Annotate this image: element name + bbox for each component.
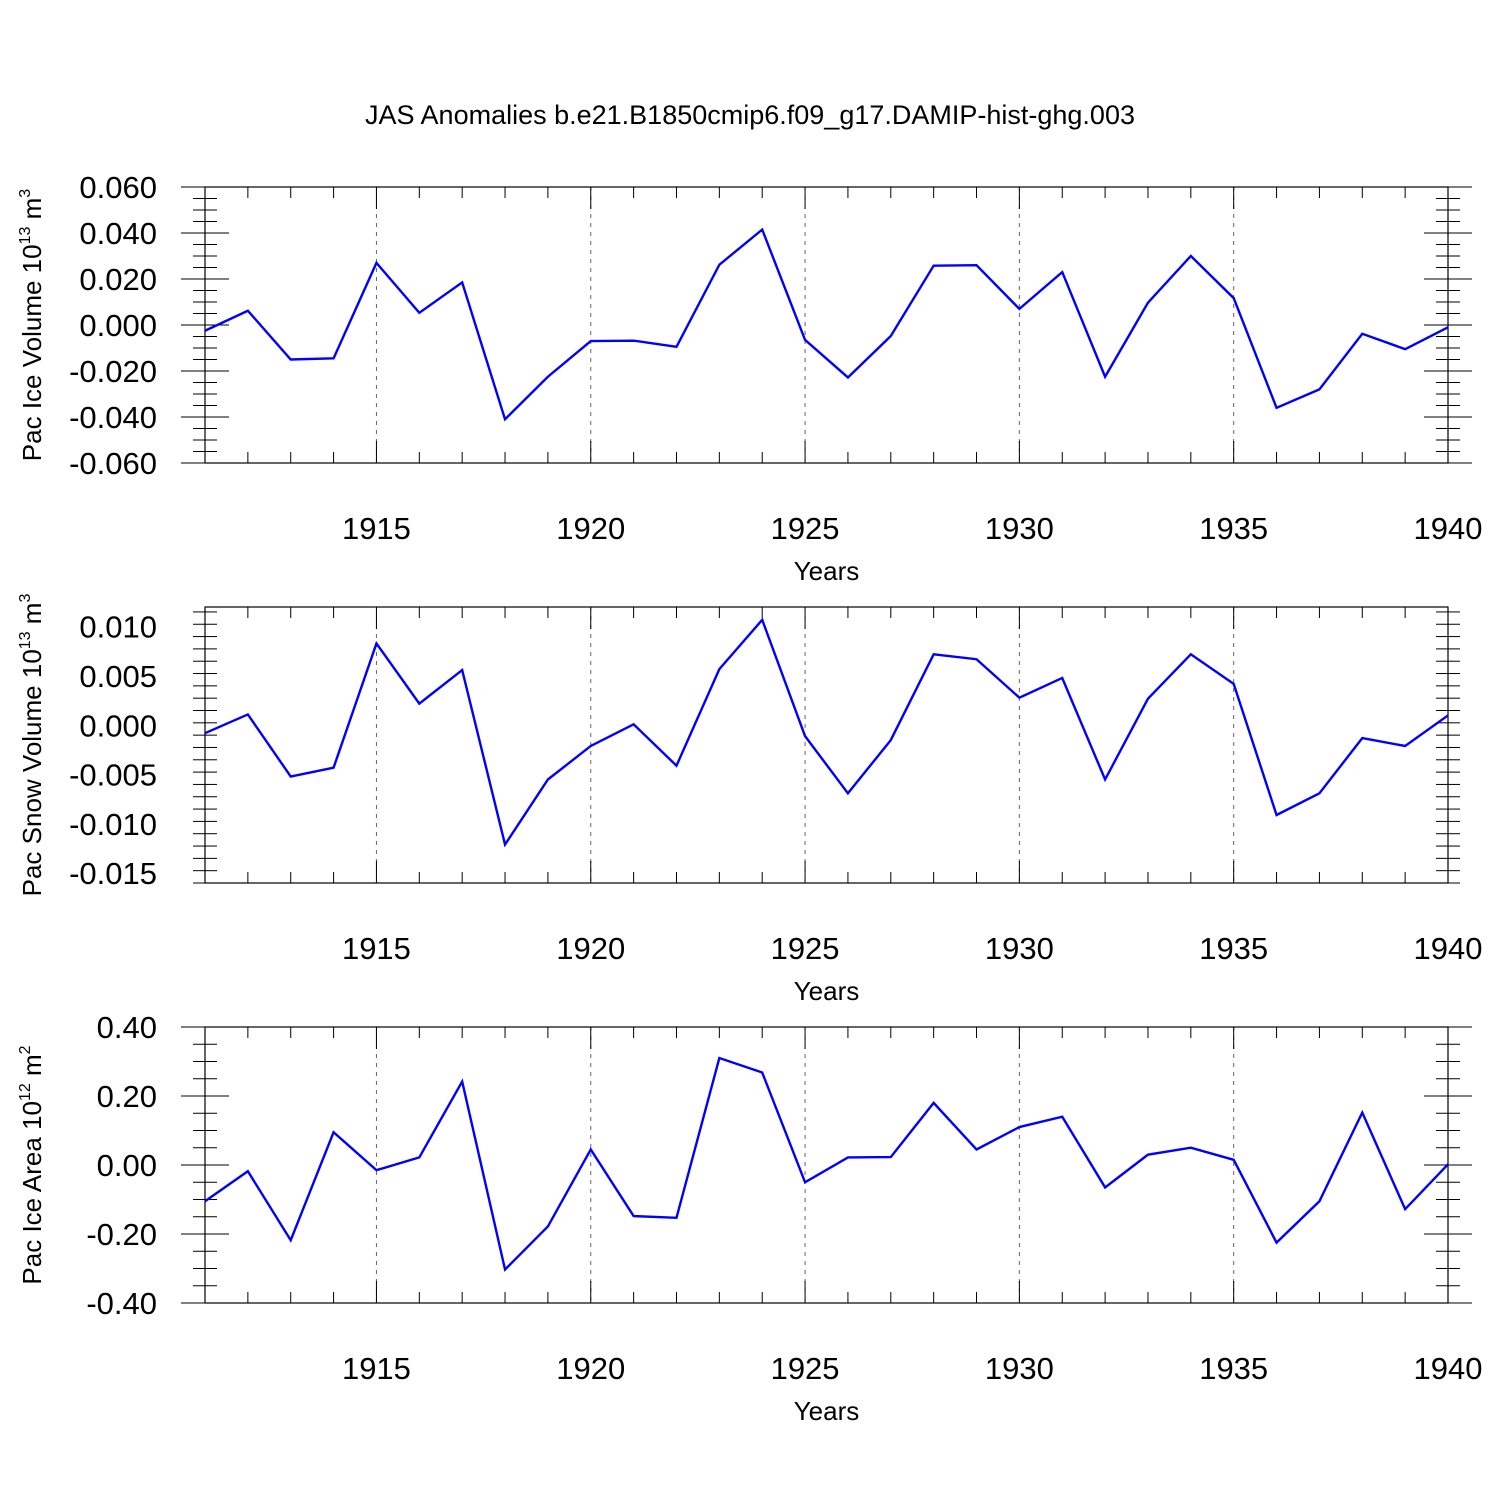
x-tick-label: 1925 [771, 931, 840, 966]
series-line [204, 227, 1449, 422]
x-tick-label: 1915 [342, 511, 411, 546]
y-tick-label: 0.060 [79, 170, 157, 205]
y-tick-label: 0.040 [79, 216, 157, 251]
y-tick-label: 0.40 [97, 1010, 157, 1045]
series-line [204, 1056, 1449, 1272]
panels: 0.060 0.040 0.020 0.000 -0.020 -0.040 -0.060 19… [17, 170, 1482, 1426]
y-tick-label: -0.015 [69, 856, 157, 891]
x-axis-label: Years [794, 1396, 860, 1426]
y-tick-label: -0.040 [69, 400, 157, 435]
x-axis-label: Years [794, 976, 860, 1006]
x-tick-label: 1930 [985, 1351, 1054, 1386]
y-axis-label: Pac Snow Volume 1013 m3 [17, 594, 47, 897]
plot-frame [204, 606, 1449, 884]
x-tick-label: 1920 [556, 1351, 625, 1386]
y-axis-label: Pac Ice Area 1012 m2 [17, 1045, 47, 1284]
y-tick-label: 0.005 [79, 659, 157, 694]
y-tick-label: 0.00 [97, 1148, 157, 1183]
x-tick-label: 1925 [771, 511, 840, 546]
x-tick-label: 1940 [1414, 1351, 1483, 1386]
x-tick-label: 1935 [1199, 511, 1268, 546]
series-line [204, 617, 1449, 848]
y-tick-label: -0.010 [69, 807, 157, 842]
x-tick-label: 1920 [556, 511, 625, 546]
x-tick-label: 1925 [771, 1351, 840, 1386]
y-tick-label: 0.20 [97, 1079, 157, 1114]
x-tick-label: 1915 [342, 1351, 411, 1386]
y-tick-label: -0.005 [69, 758, 157, 793]
x-tick-label: 1940 [1414, 931, 1483, 966]
y-tick-label: -0.40 [86, 1286, 157, 1321]
y-tick-label: -0.060 [69, 446, 157, 481]
x-tick-label: 1930 [985, 511, 1054, 546]
x-tick-label: 1940 [1414, 511, 1483, 546]
panel-2: 0.010 0.005 0.000 -0.005 -0.010 -0.015 1915 192… [17, 594, 1482, 1006]
y-tick-label: 0.000 [79, 708, 157, 743]
x-axis-label: Years [794, 556, 860, 586]
x-tick-label: 1930 [985, 931, 1054, 966]
plot-frame [204, 186, 1449, 464]
y-tick-label: 0.010 [79, 610, 157, 645]
y-tick-label: 0.020 [79, 262, 157, 297]
x-tick-label: 1920 [556, 931, 625, 966]
panel-3: 0.40 0.20 0.00 -0.20 -0.40 1915 1920 1925 1930 19… [17, 1010, 1482, 1426]
x-tick-label: 1915 [342, 931, 411, 966]
figure-title: JAS Anomalies b.e21.B1850cmip6.f09_g17.D… [365, 100, 1135, 130]
y-tick-label: -0.20 [86, 1217, 157, 1252]
y-axis-label: Pac Ice Volume 1013 m3 [17, 189, 47, 462]
y-tick-label: -0.020 [69, 354, 157, 389]
x-tick-label: 1935 [1199, 1351, 1268, 1386]
x-tick-label: 1935 [1199, 931, 1268, 966]
y-tick-label: 0.000 [79, 308, 157, 343]
panel-1: 0.060 0.040 0.020 0.000 -0.020 -0.040 -0.060 19… [17, 170, 1482, 586]
